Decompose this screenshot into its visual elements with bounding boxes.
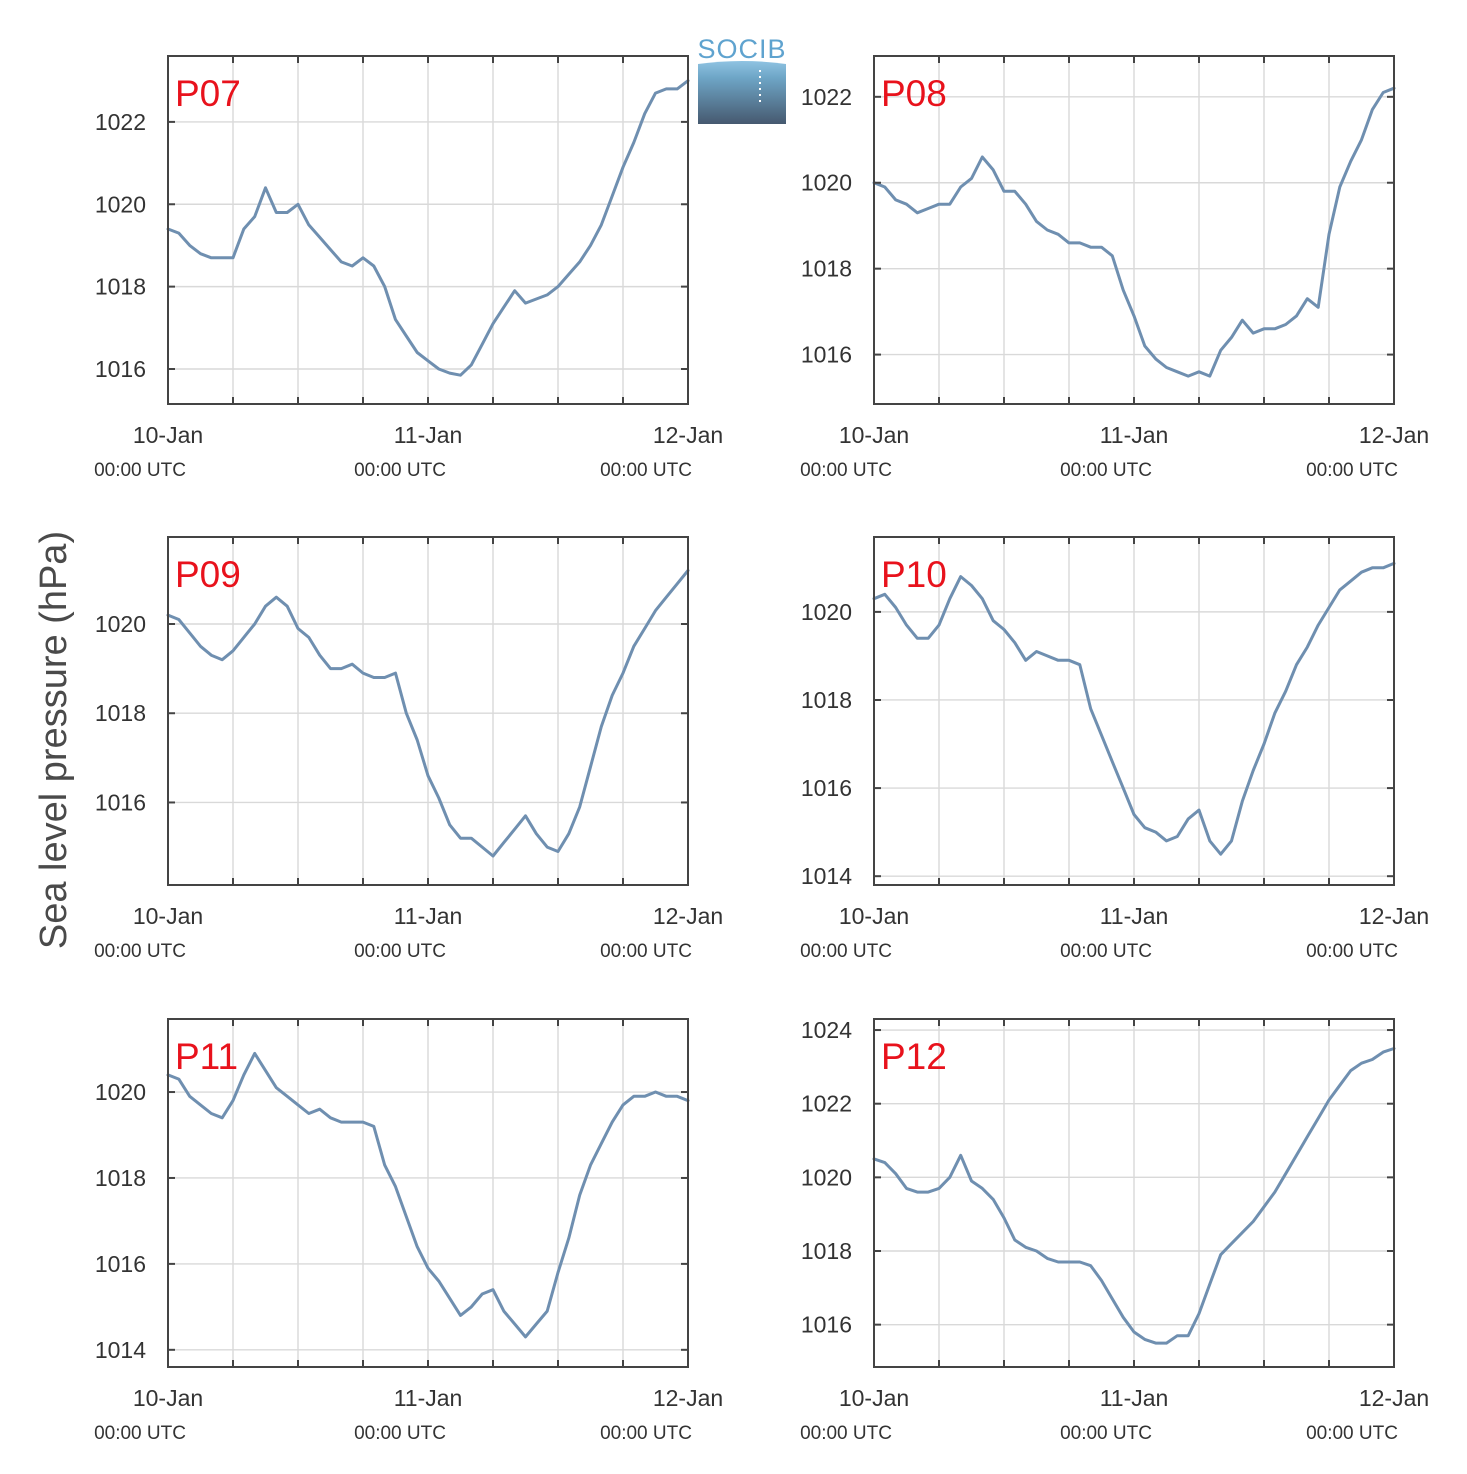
x-tick-sublabel: 00:00 UTC [1306, 941, 1398, 962]
y-tick-label: 1020 [95, 191, 146, 217]
chart-panel-p12: 1016 1018 1020 1022 1024 10-Jan 00:00 UTC 11-Ja… [800, 1017, 1429, 1444]
x-tick-label: 10-Jan [839, 422, 909, 448]
x-tick-sublabel: 00:00 UTC [1306, 1423, 1398, 1444]
x-tick-sublabel: 00:00 UTC [94, 941, 186, 962]
x-tick-label: 11-Jan [1100, 1385, 1169, 1411]
x-tick-sublabel: 00:00 UTC [600, 941, 692, 962]
y-tick-label: 1018 [801, 256, 852, 282]
series-line [872, 86, 1396, 378]
y-tick-label: 1022 [95, 109, 146, 135]
x-tick-sublabel: 00:00 UTC [800, 1423, 892, 1444]
x-tick-sublabel: 00:00 UTC [354, 941, 446, 962]
chart-panel-p08: 1016 1018 1020 1022 10-Jan 00:00 UTC 11-Jan 00:… [800, 55, 1429, 481]
y-tick-label: 1016 [95, 789, 146, 815]
y-tick-label: 1018 [95, 700, 146, 726]
socib-logo: SOCIB [697, 34, 786, 124]
chart-panel-p09: 1016 1018 1020 10-Jan 00:00 UTC 11-Jan 00:00 U… [94, 536, 723, 962]
x-tick-label: 11-Jan [1100, 903, 1169, 929]
y-tick-label: 1018 [801, 687, 852, 713]
series-line [166, 569, 690, 858]
station-label: P07 [175, 73, 241, 114]
chart-panel-p11: 1014 1016 1018 1020 10-Jan 00:00 UTC 11-Jan 00:… [94, 1018, 723, 1444]
y-tick-label: 1014 [801, 863, 852, 889]
x-tick-label: 10-Jan [839, 1385, 909, 1411]
y-tick-label: 1020 [801, 599, 852, 625]
y-tick-label: 1018 [95, 1165, 146, 1191]
x-tick-label: 11-Jan [1100, 422, 1169, 448]
station-label: P12 [881, 1036, 947, 1077]
x-tick-sublabel: 00:00 UTC [600, 460, 692, 481]
y-tick-label: 1016 [801, 1312, 852, 1338]
station-label: P11 [175, 1036, 238, 1077]
x-tick-sublabel: 00:00 UTC [354, 460, 446, 481]
y-tick-label: 1016 [95, 356, 146, 382]
y-tick-label: 1018 [95, 274, 146, 300]
x-tick-sublabel: 00:00 UTC [800, 941, 892, 962]
x-tick-sublabel: 00:00 UTC [94, 1423, 186, 1444]
y-tick-label: 1024 [801, 1017, 852, 1043]
y-tick-label: 1020 [95, 1079, 146, 1105]
station-label: P08 [881, 73, 947, 114]
y-tick-label: 1020 [801, 170, 852, 196]
logo-text: SOCIB [697, 34, 786, 64]
x-tick-label: 12-Jan [653, 903, 723, 929]
y-tick-label: 1020 [801, 1164, 852, 1190]
series-line [166, 1051, 690, 1339]
x-tick-label: 10-Jan [133, 1385, 203, 1411]
y-tick-label: 1016 [801, 775, 852, 801]
x-tick-sublabel: 00:00 UTC [1060, 941, 1152, 962]
series-line [166, 79, 690, 377]
x-tick-label: 12-Jan [1359, 903, 1429, 929]
panel-grid: 1016 1018 1020 1022 10-Jan 00:00 UTC 11-Jan 00:… [94, 55, 1429, 1444]
x-tick-label: 10-Jan [133, 903, 203, 929]
y-tick-label: 1022 [801, 1091, 852, 1117]
x-tick-sublabel: 00:00 UTC [354, 1423, 446, 1444]
x-tick-label: 11-Jan [394, 422, 463, 448]
x-tick-sublabel: 00:00 UTC [1306, 460, 1398, 481]
y-tick-label: 1022 [801, 84, 852, 110]
y-axis-label: Sea level pressure (hPa) [33, 531, 75, 949]
x-tick-sublabel: 00:00 UTC [600, 1423, 692, 1444]
station-label: P10 [881, 554, 947, 595]
y-tick-label: 1016 [801, 342, 852, 368]
x-tick-sublabel: 00:00 UTC [1060, 460, 1152, 481]
x-tick-label: 12-Jan [653, 1385, 723, 1411]
x-tick-sublabel: 00:00 UTC [1060, 1423, 1152, 1444]
x-tick-label: 12-Jan [1359, 422, 1429, 448]
series-line [872, 561, 1396, 856]
x-tick-sublabel: 00:00 UTC [800, 460, 892, 481]
x-tick-label: 11-Jan [394, 903, 463, 929]
y-tick-label: 1016 [95, 1251, 146, 1277]
y-tick-label: 1020 [95, 611, 146, 637]
x-tick-label: 12-Jan [1359, 1385, 1429, 1411]
chart-panel-p07: 1016 1018 1020 1022 10-Jan 00:00 UTC 11-Jan 00:… [94, 55, 723, 481]
chart-panel-p10: 1014 1016 1018 1020 10-Jan 00:00 UTC 11-Jan 00:… [800, 536, 1429, 962]
station-label: P09 [175, 554, 241, 595]
y-tick-label: 1018 [801, 1238, 852, 1264]
x-tick-label: 11-Jan [394, 1385, 463, 1411]
x-tick-label: 10-Jan [839, 903, 909, 929]
series-line [872, 1047, 1396, 1345]
x-tick-label: 12-Jan [653, 422, 723, 448]
x-tick-label: 10-Jan [133, 422, 203, 448]
y-tick-label: 1014 [95, 1337, 146, 1363]
x-tick-sublabel: 00:00 UTC [94, 460, 186, 481]
